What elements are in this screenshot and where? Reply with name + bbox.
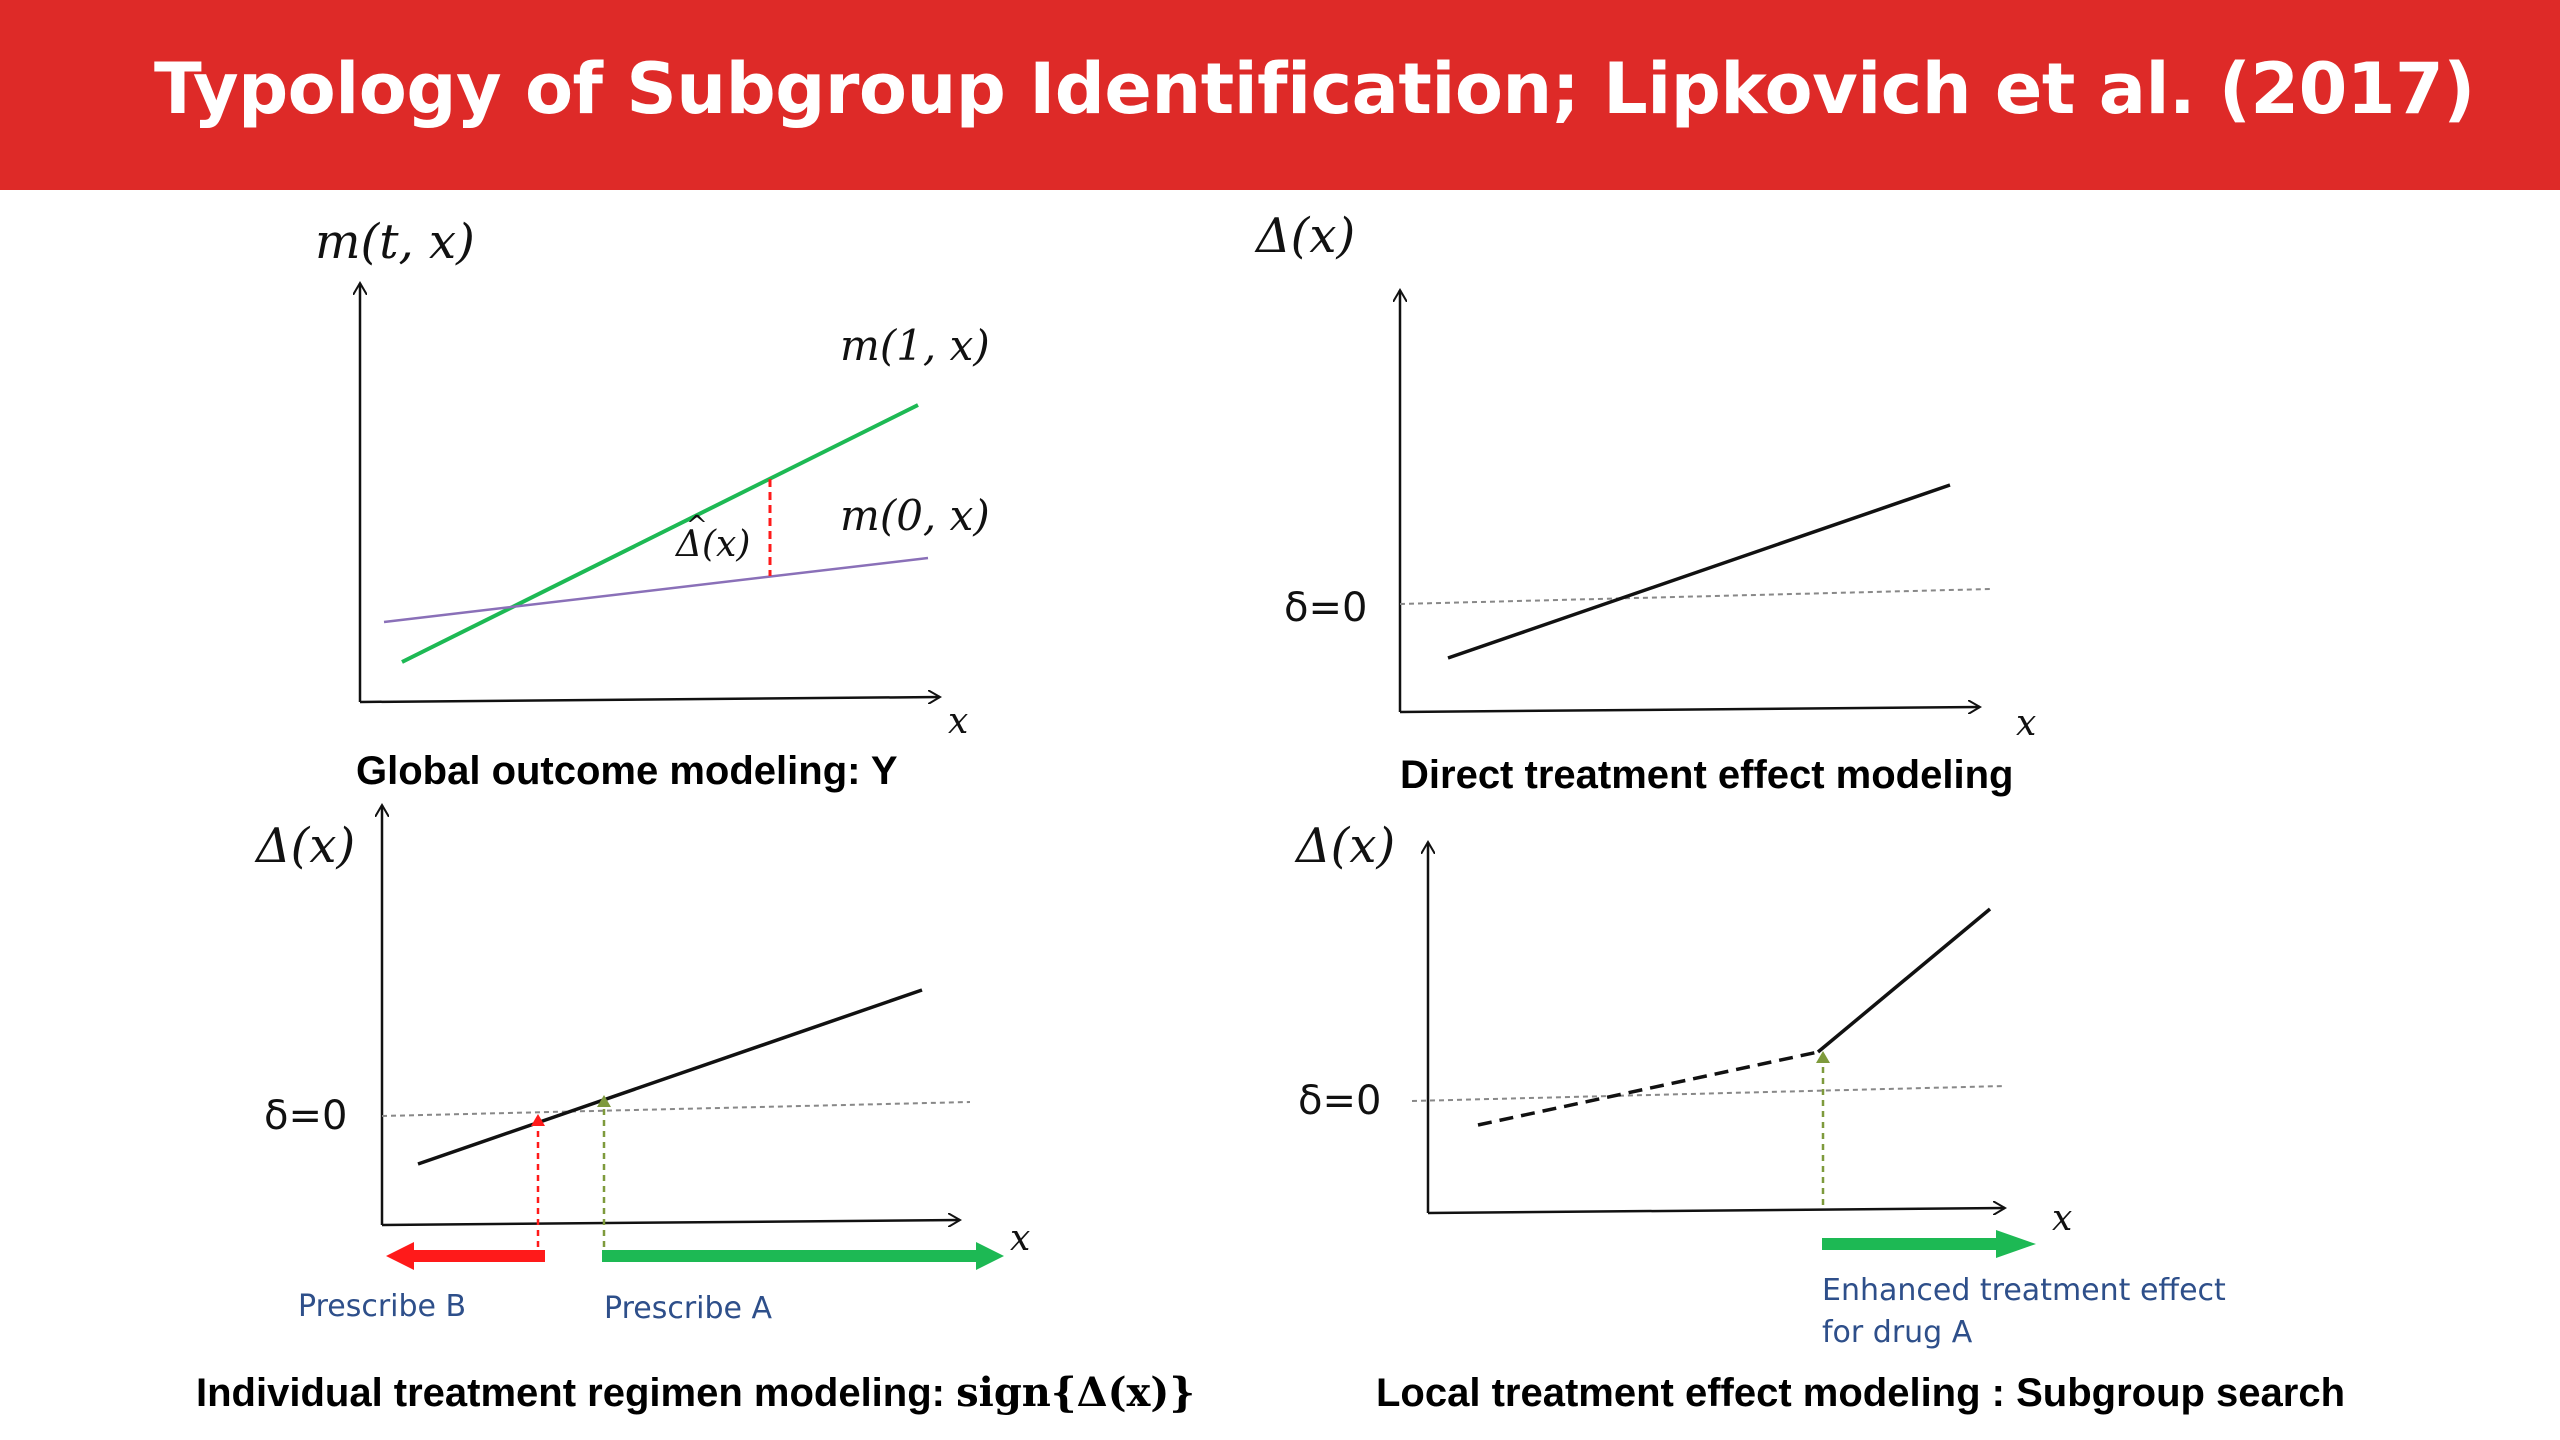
threshold-line [1411, 1085, 2006, 1102]
panel-individual-regimen: Δ(x) x δ=0 Prescribe B Prescribe A Indiv… [196, 805, 1195, 1416]
x-axis-label: x [948, 701, 968, 742]
treatment-line [401, 403, 919, 664]
prescribe-b-label: Prescribe B [298, 1289, 466, 1324]
caption-direct: Direct treatment effect modeling [1400, 753, 2013, 797]
panel-global-outcome: m(t, x) x m(1, x) m(0, x) Δ(x) ^ Global … [315, 214, 990, 793]
y-axis-label: Δ(x) [1294, 818, 1395, 874]
threshold-label: δ=0 [1284, 585, 1367, 631]
y-axis-label: m(t, x) [315, 214, 475, 270]
estimated-effect-label: Δ(x) [674, 524, 750, 565]
caption-global: Global outcome modeling: Y [356, 749, 898, 793]
control-line-label: m(0, x) [840, 491, 990, 540]
caption-individual-formula: sign{Δ(x)} [956, 1369, 1195, 1416]
x-axis-label: x [2016, 703, 2036, 744]
threshold-label: δ=0 [264, 1093, 347, 1139]
threshold-line [381, 1101, 971, 1117]
treatment-line-label: m(1, x) [840, 321, 990, 370]
prescribe-a-label: Prescribe A [604, 1291, 773, 1326]
effect-line-dashed [1477, 1050, 1819, 1127]
x-axis [381, 1220, 960, 1225]
threshold-label: δ=0 [1298, 1078, 1381, 1124]
x-axis [1427, 1208, 2005, 1213]
x-axis-label: x [2052, 1198, 2072, 1239]
subgroup-note-line2: for drug A [1822, 1315, 1973, 1350]
slide-title: Typology of Subgroup Identification; Lip… [154, 48, 2475, 130]
title-banner: Typology of Subgroup Identification; Lip… [0, 0, 2560, 190]
caption-local: Local treatment effect modeling : Subgro… [1376, 1371, 2345, 1415]
subgroup-arrow [1822, 1230, 2036, 1258]
threshold-line [1399, 588, 1991, 605]
prescribe-a-arrow [602, 1242, 1004, 1270]
subgroup-note-line1: Enhanced treatment effect [1822, 1273, 2226, 1308]
control-line [383, 556, 929, 624]
x-axis-label: x [1010, 1218, 1030, 1259]
y-axis-label: Δ(x) [1254, 208, 1355, 264]
effect-line [417, 988, 923, 1166]
caption-individual-text: Individual treatment regimen modeling: [196, 1371, 956, 1415]
prescribe-b-arrow [386, 1242, 545, 1270]
caption-individual: Individual treatment regimen modeling: s… [196, 1369, 1195, 1416]
y-axis-label: Δ(x) [254, 818, 355, 874]
x-axis [359, 697, 940, 702]
panel-direct-effect: Δ(x) x δ=0 Direct treatment effect model… [1254, 208, 2036, 797]
hat-mark: ^ [686, 511, 708, 541]
effect-line-solid [1816, 907, 1992, 1054]
panel-local-effect: Δ(x) x δ=0 Enhanced treatment effect for… [1294, 818, 2345, 1415]
effect-line [1447, 483, 1951, 660]
x-axis [1399, 707, 1980, 712]
